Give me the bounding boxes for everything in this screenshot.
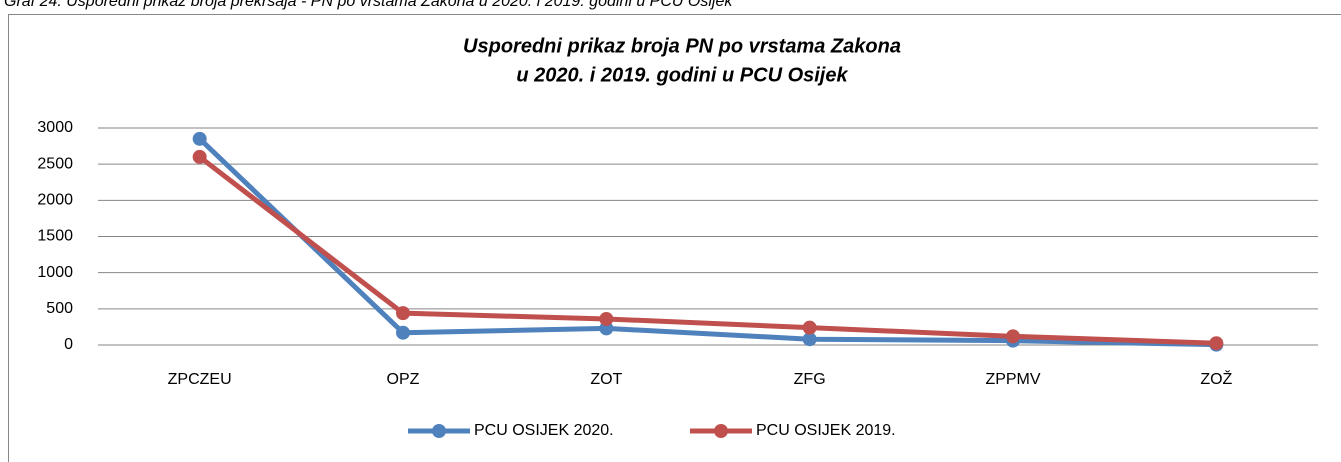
y-tick-label: 2500	[37, 155, 73, 172]
chart-title: Usporedni prikaz broja PN po vrstama Zak…	[463, 35, 901, 57]
y-tick-label: 500	[46, 300, 73, 317]
x-tick-label: ZOŽ	[1200, 369, 1232, 388]
point	[1006, 329, 1020, 344]
x-tick-label: ZFG	[794, 371, 826, 388]
x-tick-label: ZPPMV	[985, 371, 1040, 388]
x-tick-label: OPZ	[387, 371, 420, 388]
x-tick-label: ZOT	[590, 371, 622, 388]
y-tick-label: 1500	[37, 228, 73, 245]
y-tick-label: 1000	[37, 264, 73, 281]
y-tick-label: 2000	[37, 192, 73, 209]
legend-marker	[714, 424, 728, 438]
point	[599, 311, 614, 326]
point	[396, 325, 410, 340]
point	[1209, 336, 1224, 351]
point	[802, 320, 817, 335]
point	[192, 131, 207, 146]
x-tick-label: ZPCZEU	[168, 371, 232, 388]
legend-label: PCU OSIJEK 2020.	[474, 422, 614, 439]
chart-border	[8, 14, 1341, 462]
y-tick-label: 3000	[37, 119, 73, 136]
caption: Graf 24. Usporedni prikaz broja prekršaj…	[4, 0, 733, 10]
series-line	[197, 137, 1217, 348]
series-line	[198, 154, 1217, 346]
y-tick-label: 0	[64, 336, 73, 353]
legend-label: PCU OSIJEK 2019.	[756, 422, 896, 439]
chart-title: u 2020. i 2019. godini u PCU Osijek	[516, 64, 848, 86]
point	[802, 332, 817, 347]
point	[396, 306, 410, 321]
legend-marker	[432, 424, 446, 438]
point	[192, 149, 207, 164]
